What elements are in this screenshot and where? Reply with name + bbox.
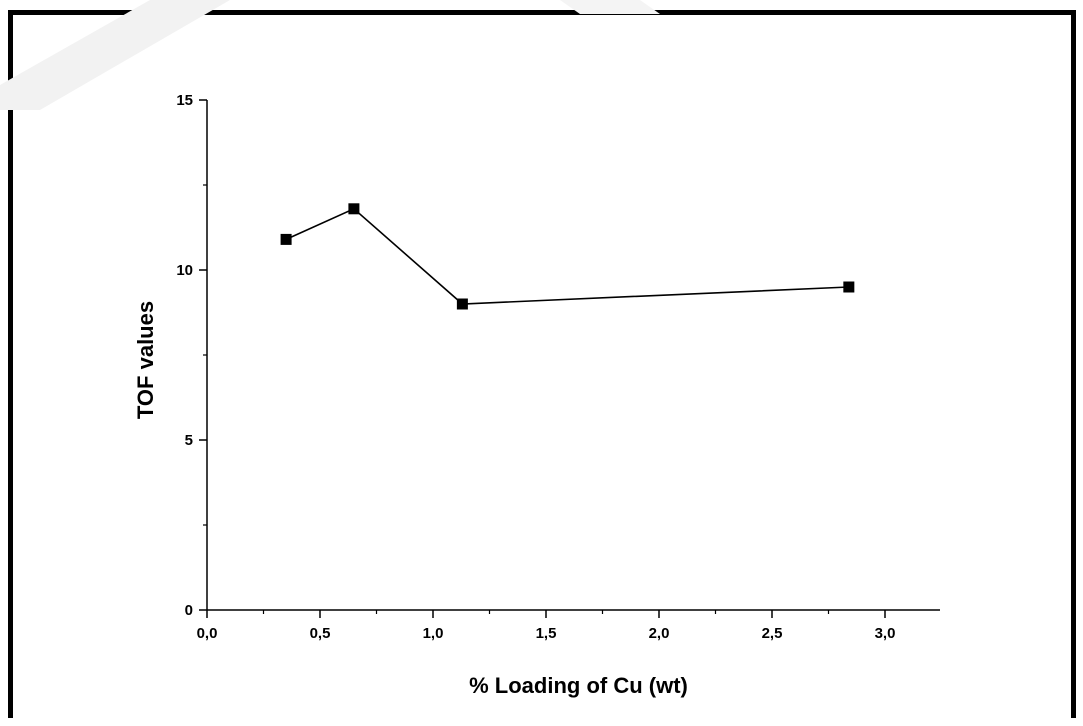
y-tick-label: 0 <box>185 602 193 619</box>
x-tick-label: 2,5 <box>762 625 783 642</box>
data-point-marker <box>280 233 292 245</box>
axes <box>206 100 940 611</box>
data-point-marker <box>456 298 468 310</box>
x-tick-label: 1,0 <box>423 625 444 642</box>
y-axis-title: TOF values <box>133 301 158 419</box>
x-tick-label: 2,0 <box>649 625 670 642</box>
x-axis-title: % Loading of Cu (wt) <box>469 673 688 698</box>
y-tick-label: 5 <box>185 432 193 449</box>
x-tick-label: 0,0 <box>197 625 218 642</box>
data-point-marker <box>843 281 855 293</box>
data-point-marker <box>348 203 360 215</box>
x-tick-label: 1,5 <box>536 625 557 642</box>
y-tick-label: 10 <box>176 262 193 279</box>
x-tick-label: 3,0 <box>875 625 896 642</box>
x-tick-label: 0,5 <box>310 625 331 642</box>
figure-frame <box>8 10 1076 718</box>
y-tick-label: 15 <box>176 92 193 109</box>
series-line <box>285 207 849 305</box>
